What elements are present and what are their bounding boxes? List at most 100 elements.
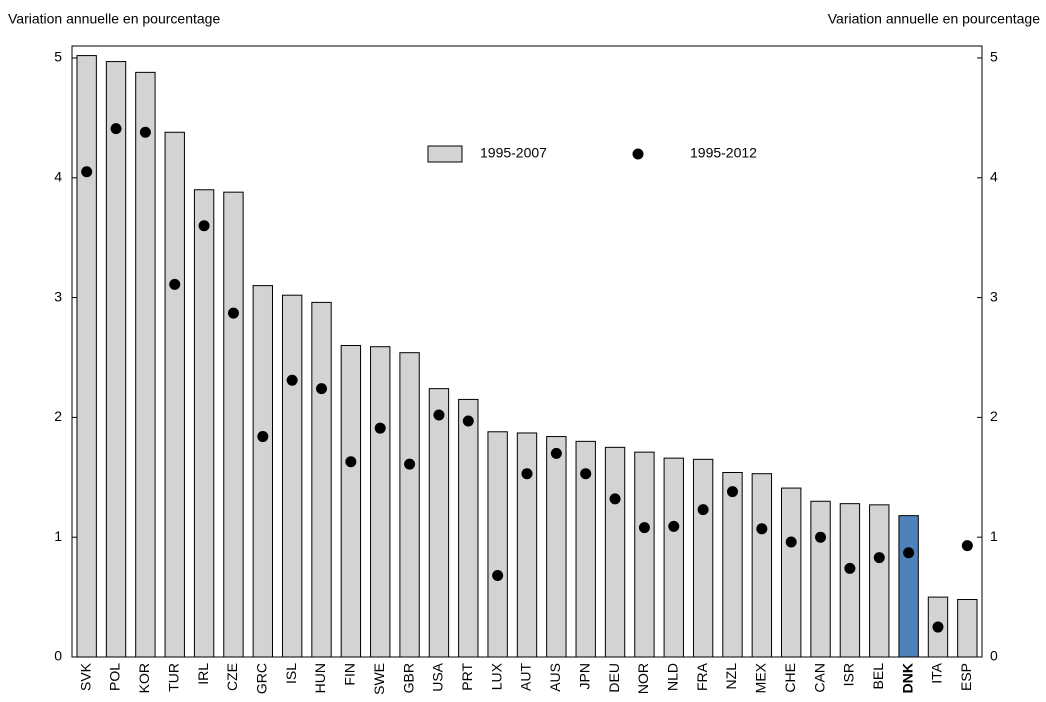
y-tick-label: 0 [54,648,62,664]
bar [722,472,743,658]
bar [781,487,802,658]
legend-label: 1995-2012 [690,145,757,161]
bar [546,436,567,658]
dot [462,415,474,427]
x-tick-label: FRA [694,662,710,691]
dot [873,552,885,564]
y-tick-label: 5 [54,49,62,65]
y-tick-label: 4 [54,168,62,184]
bar [663,457,684,658]
x-tick-label: ISR [841,663,857,686]
bar [957,598,978,658]
x-tick-label: CAN [811,663,827,693]
dot [756,523,768,535]
x-tick-label: CZE [224,663,240,691]
dot [815,531,827,543]
dot [550,447,562,459]
x-tick-label: ITA [929,662,945,683]
bar [252,285,273,658]
x-tick-label: ESP [958,663,974,691]
dot [609,493,621,505]
bar [340,345,362,658]
dot [492,570,504,582]
dot [227,307,239,319]
x-tick-label: PRT [459,663,475,691]
bar [105,61,127,658]
bar [634,451,655,658]
dot [580,468,592,480]
x-tick-label: GBR [400,663,416,693]
x-tick-label: DEU [606,663,622,693]
x-tick-label: HUN [312,663,328,693]
x-tick-label: DNK [899,663,915,693]
y-axis-label: Variation annuelle en pourcentage [8,11,220,27]
dot [257,431,269,443]
x-tick-label: GRC [254,663,270,694]
y-tick-label: 2 [54,408,62,424]
dot [316,383,328,395]
dot [81,166,93,178]
bar [898,515,919,658]
bar [193,189,215,658]
bar [311,301,332,658]
x-tick-label: MEX [753,662,769,693]
dot [697,504,709,516]
bar [810,500,831,658]
x-tick-label: IRL [195,663,211,685]
y2-tick-label: 3 [990,288,998,304]
x-tick-label: SWE [371,663,387,695]
bar [370,346,391,658]
x-tick-label: NOR [635,663,651,694]
x-tick-label: POL [107,663,123,691]
x-tick-label: NZL [723,663,739,690]
bar [751,473,773,658]
bar [164,131,185,658]
dot [374,422,386,434]
bar [692,458,714,658]
x-tick-label: NLD [664,663,680,691]
dot [932,621,944,633]
x-tick-label: AUT [518,663,534,691]
bar [487,431,508,658]
x-tick-label: TUR [165,663,181,692]
bar [604,446,626,658]
y-tick-label: 3 [54,288,62,304]
x-tick-label: FIN [342,663,358,686]
dot [433,409,445,421]
x-tick-label: ISL [283,663,299,684]
legend-label: 1995-2007 [480,145,547,161]
bar [839,503,861,658]
bar [399,352,420,658]
dot [638,522,650,534]
x-tick-label: AUS [547,663,563,692]
dot [110,123,122,135]
dot [169,278,181,290]
dot [345,456,357,468]
x-tick-label: KOR [136,663,152,693]
x-tick-label: SVK [77,662,93,691]
dot [139,126,151,138]
legend-swatch [427,145,463,163]
dot [961,540,973,552]
bar [135,71,156,658]
dot [726,486,738,498]
x-tick-label: USA [430,662,446,691]
bar [869,504,890,658]
bar [428,388,450,658]
dot [844,562,856,574]
dot [668,520,680,532]
x-tick-label: LUX [488,662,504,690]
y2-tick-label: 4 [990,168,998,184]
bar [516,432,538,658]
x-tick-label: JPN [576,663,592,689]
legend-swatch [632,148,644,160]
y2-axis-label: Variation annuelle en pourcentage [828,11,1040,27]
dot [903,547,915,559]
dot [404,458,416,470]
bar [575,440,596,658]
y-tick-label: 1 [54,528,62,544]
y2-tick-label: 0 [990,648,998,664]
y2-tick-label: 5 [990,49,998,65]
x-tick-label: BEL [870,663,886,690]
